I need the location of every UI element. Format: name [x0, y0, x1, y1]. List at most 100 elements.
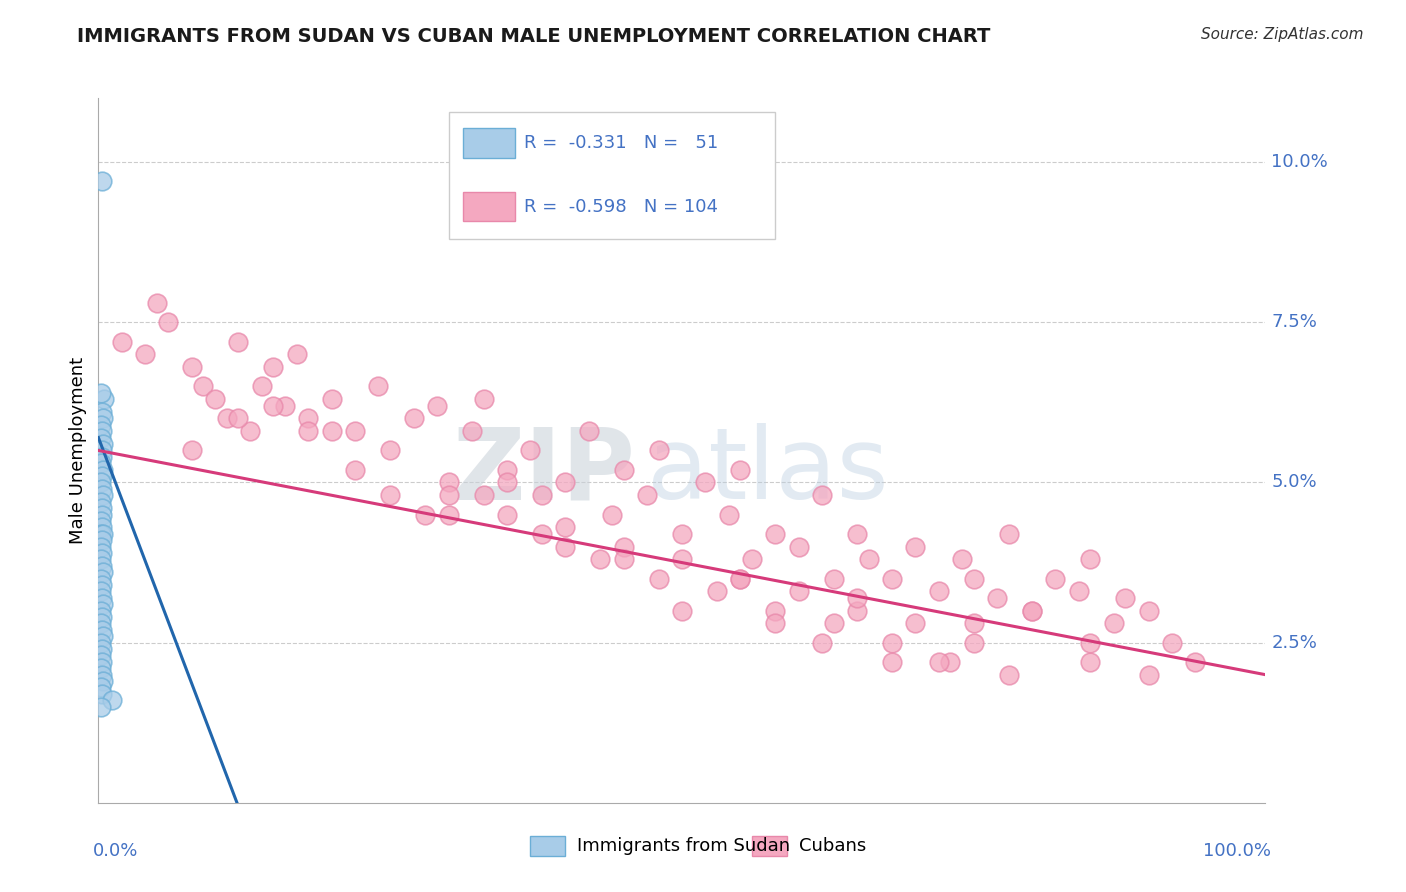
Text: ZIP: ZIP [453, 423, 636, 520]
Point [91, 565, 114, 579]
Point [846, 591, 869, 605]
Point [90, 572, 112, 586]
Point [90, 699, 112, 714]
Point [671, 604, 693, 618]
Bar [752, 836, 787, 855]
Point [204, 392, 226, 407]
Point [437, 475, 460, 490]
Point [437, 488, 460, 502]
Point [274, 399, 297, 413]
Point [554, 540, 576, 554]
Point [90, 546, 112, 560]
Point [180, 360, 202, 375]
Point [741, 552, 763, 566]
Text: atlas: atlas [647, 423, 889, 520]
Point [496, 508, 519, 522]
Point [90, 667, 112, 681]
Point [811, 635, 834, 649]
Point [600, 508, 623, 522]
Point [1161, 635, 1184, 649]
Point [1137, 667, 1160, 681]
Point [472, 488, 495, 502]
Point [636, 488, 658, 502]
Point [578, 424, 600, 438]
Point [461, 424, 484, 438]
Point [1021, 604, 1043, 618]
Point [90, 501, 112, 516]
Point [90, 610, 112, 624]
Point [763, 526, 786, 541]
Point [846, 604, 869, 618]
Point [530, 526, 553, 541]
Point [90, 443, 112, 458]
Point [1184, 655, 1206, 669]
Point [1137, 604, 1160, 618]
Point [90, 482, 112, 496]
Point [717, 508, 740, 522]
Point [554, 475, 576, 490]
Point [91, 597, 114, 611]
Point [90, 623, 112, 637]
Point [880, 655, 903, 669]
Point [91, 488, 114, 502]
Point [90, 648, 112, 663]
Point [763, 604, 786, 618]
Point [647, 572, 669, 586]
Point [613, 552, 636, 566]
Point [180, 443, 202, 458]
Text: Cubans: Cubans [799, 837, 866, 855]
Point [90, 469, 112, 483]
Text: Immigrants from Sudan: Immigrants from Sudan [576, 837, 790, 855]
Point [90, 520, 112, 534]
Point [90, 552, 112, 566]
Point [239, 424, 262, 438]
Text: 10.0%: 10.0% [1271, 153, 1329, 171]
Point [1045, 572, 1067, 586]
Point [380, 488, 402, 502]
Point [962, 572, 984, 586]
Point [90, 635, 112, 649]
Point [90, 540, 112, 554]
Point [91, 674, 114, 689]
Point [554, 520, 576, 534]
Point [787, 584, 810, 599]
Point [962, 616, 984, 631]
Text: R =  -0.598   N = 104: R = -0.598 N = 104 [524, 198, 718, 216]
Point [90, 681, 112, 695]
Point [613, 463, 636, 477]
Point [880, 635, 903, 649]
Point [93, 392, 115, 407]
Point [997, 526, 1019, 541]
Point [402, 411, 425, 425]
Point [215, 411, 238, 425]
Point [730, 572, 752, 586]
Point [950, 552, 973, 566]
Point [90, 385, 112, 400]
Text: 0.0%: 0.0% [93, 841, 138, 860]
Point [90, 687, 112, 701]
Point [928, 655, 950, 669]
Point [228, 411, 250, 425]
Point [90, 604, 112, 618]
Point [228, 334, 250, 349]
Point [496, 475, 519, 490]
Point [426, 399, 449, 413]
Point [91, 463, 114, 477]
Point [1080, 655, 1102, 669]
Point [413, 508, 436, 522]
Point [647, 443, 669, 458]
Point [1067, 584, 1090, 599]
Point [90, 578, 112, 592]
Bar [463, 128, 515, 158]
Point [90, 655, 112, 669]
Point [1021, 604, 1043, 618]
Point [90, 456, 112, 470]
Point [437, 508, 460, 522]
Point [496, 463, 519, 477]
Point [823, 572, 845, 586]
Point [1080, 635, 1102, 649]
Point [297, 424, 319, 438]
Point [90, 494, 112, 508]
Point [91, 526, 114, 541]
Point [730, 463, 752, 477]
